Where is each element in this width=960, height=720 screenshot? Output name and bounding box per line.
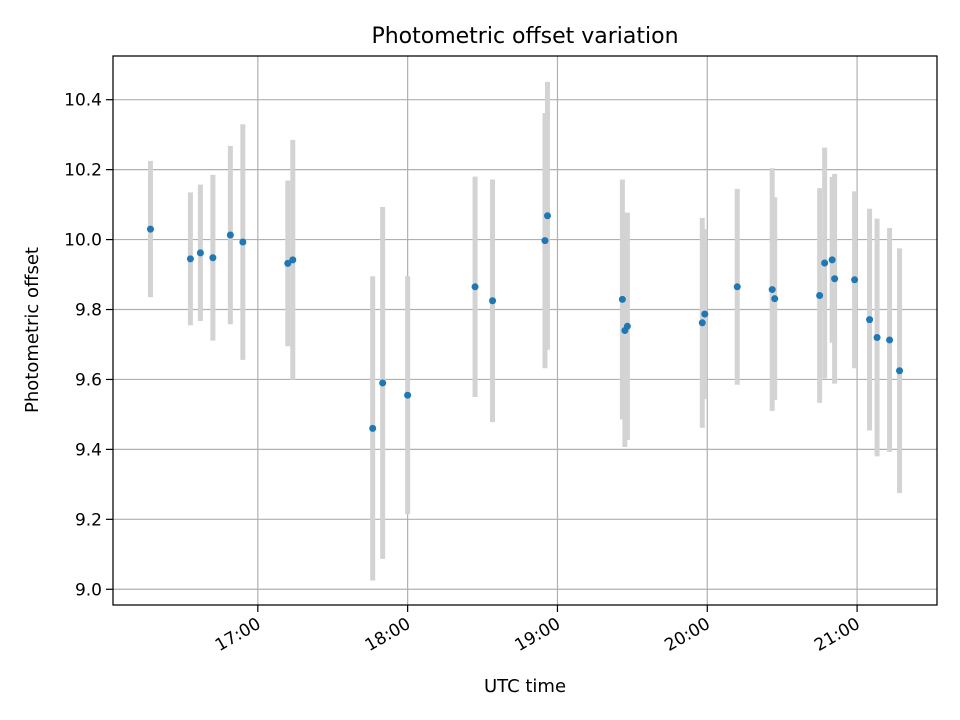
data-point [771,295,779,303]
data-point [831,275,839,283]
y-tick-label: 10.4 [64,91,102,111]
data-point [543,212,551,220]
x-tick-label: 18:00 [362,614,414,656]
data-point [886,336,894,344]
y-tick-label: 10.0 [64,231,102,251]
y-tick-label: 9.6 [75,370,102,390]
x-tick-label: 17:00 [212,614,264,656]
data-point [816,292,824,300]
data-point [489,297,497,305]
x-axis-label: UTC time [484,676,566,697]
data-point [404,391,412,399]
data-point [196,249,204,257]
data-point [698,319,706,327]
data-point [226,231,234,239]
y-tick-label: 10.2 [64,161,102,181]
grid-lines [113,56,937,605]
data-point [623,322,631,330]
x-tick-label: 19:00 [512,614,564,656]
y-tick-label: 9.4 [75,440,102,460]
data-point [541,237,549,245]
y-tick-label: 9.8 [75,301,102,321]
x-tick-label: 21:00 [811,614,863,656]
data-point [828,256,836,264]
chart-title: Photometric offset variation [371,24,678,49]
x-axis-ticks: 17:00 18:00 19:00 20:00 21:00 [212,605,864,656]
data-point [239,238,247,246]
data-point [186,255,194,263]
data-point [768,286,776,294]
data-point [379,379,387,387]
y-axis-ticks: 9.0 9.2 9.4 9.6 9.8 10.0 10.2 10.4 [64,91,113,600]
data-point [873,333,881,341]
data-point [209,254,217,262]
plot-frame [112,55,938,606]
data-point [866,316,874,324]
data-point [851,276,859,284]
data-point [284,259,292,267]
y-axis-label: Photometric offset [22,247,43,413]
data-points [146,212,904,432]
data-point [821,259,829,267]
data-point [289,256,297,264]
data-point [146,225,154,233]
data-point [369,424,377,432]
x-tick-label: 20:00 [661,614,713,656]
data-point [701,310,709,318]
error-bars [147,81,903,581]
data-point [618,295,626,303]
y-tick-label: 9.2 [75,510,102,530]
data-point [896,367,904,375]
y-tick-label: 9.0 [75,580,102,600]
data-point [733,283,741,291]
data-point [471,283,479,291]
